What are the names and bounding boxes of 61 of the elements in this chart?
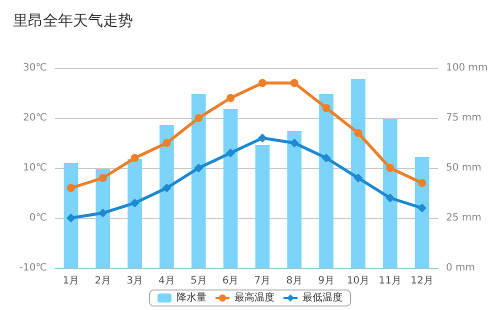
x-tick-label: 1月 (62, 276, 80, 286)
point (130, 154, 139, 162)
x-tick-label: 4月 (158, 276, 175, 286)
x-tick-label: 8月 (286, 276, 303, 286)
bar (128, 159, 142, 268)
point (98, 208, 108, 218)
legend-label: 最低温度 (302, 292, 342, 304)
legend-label: 最高温度 (234, 292, 274, 304)
point (162, 139, 171, 147)
y-tick-label: 10℃ (23, 162, 47, 174)
bar (255, 145, 270, 268)
bar (191, 94, 206, 268)
point (162, 184, 172, 192)
point (98, 174, 107, 182)
point (258, 134, 267, 142)
x-tick-label: 7月 (254, 276, 271, 286)
bar (64, 163, 78, 268)
point (66, 184, 75, 192)
point (418, 204, 427, 212)
x-tick-label: 12月 (410, 276, 434, 286)
y2-tick-label: 25 mm (446, 212, 482, 224)
point (354, 174, 363, 182)
x-tick-label: 6月 (222, 276, 239, 286)
x-tick-label: 5月 (190, 276, 207, 286)
y2-tick-label: 75 mm (446, 112, 482, 124)
point (354, 129, 362, 137)
y-tick-label: 0℃ (29, 212, 47, 224)
y2-tick-label: 100 mm (446, 62, 488, 74)
point (418, 179, 426, 187)
point (226, 148, 236, 158)
point (290, 79, 298, 87)
point (386, 164, 394, 172)
x-tick-label: 9月 (318, 276, 334, 286)
y-tick-label: 30℃ (23, 62, 47, 74)
point (322, 154, 331, 162)
y2-tick-label: 0 mm (446, 262, 476, 274)
bar (96, 169, 110, 268)
x-tick-label: 3月 (126, 276, 143, 286)
point (226, 94, 235, 102)
point (194, 114, 203, 122)
point (386, 194, 395, 202)
point (258, 79, 266, 87)
bar (319, 94, 334, 268)
legend-label: 降水量 (176, 292, 206, 304)
x-tick-label: 11月 (378, 276, 402, 286)
y2-tick-label: 50 mm (446, 162, 482, 174)
chart-title: 里昂全年天气走势 (13, 12, 133, 30)
bar (382, 119, 398, 268)
bar (351, 79, 366, 268)
y-tick-label: -10℃ (19, 262, 47, 274)
point (322, 104, 330, 112)
point (130, 198, 140, 208)
point (66, 214, 76, 222)
bar (223, 109, 238, 268)
x-tick-label: 2月 (94, 276, 112, 286)
bar (287, 131, 302, 268)
bar (414, 157, 430, 268)
bar (160, 125, 174, 268)
x-tick-label: 10月 (346, 276, 370, 286)
y-tick-label: 20℃ (23, 112, 47, 124)
point (194, 164, 204, 172)
